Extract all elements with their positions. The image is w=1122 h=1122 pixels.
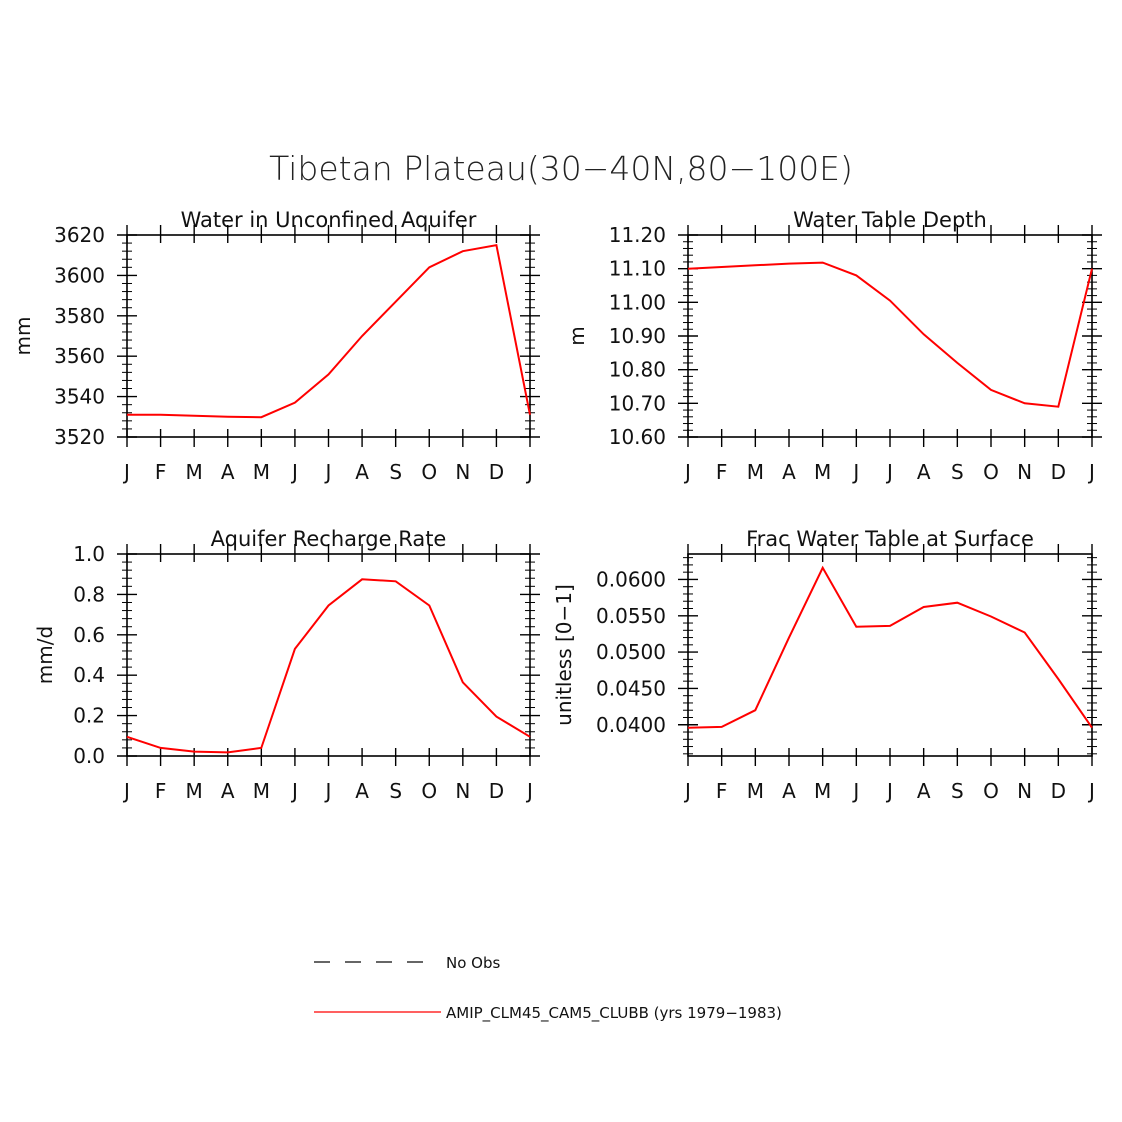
x-tick-label: J [885, 779, 893, 803]
series-line [687, 261, 1093, 408]
x-tick-label: N [455, 460, 470, 484]
y-tick-label: 10.70 [609, 391, 666, 415]
y-tick-label: 0.6 [73, 623, 105, 647]
x-tick-label: A [917, 779, 931, 803]
x-tick-label: M [253, 779, 270, 803]
y-tick-label: 3540 [54, 385, 105, 409]
x-tick-label: J [122, 779, 130, 803]
figure-title: Tibetan Plateau(30−40N,80−100E) [269, 149, 853, 188]
x-tick-label: J [851, 779, 859, 803]
x-tick-label: D [1051, 460, 1066, 484]
x-tick-label: A [221, 460, 235, 484]
y-tick-label: 3600 [54, 263, 105, 287]
legend: No Obs AMIP_CLM45_CAM5_CLUBB (yrs 1979−19… [314, 954, 782, 1023]
x-tick-label: O [983, 779, 999, 803]
x-tick-label: M [747, 460, 764, 484]
y-axis-label: unitless [0−1] [552, 584, 576, 726]
series-line [687, 565, 1093, 729]
x-tick-label: D [489, 779, 504, 803]
y-tick-label: 0.8 [73, 582, 105, 606]
x-tick-label: M [253, 460, 270, 484]
y-tick-label: 0.0 [73, 744, 105, 768]
x-tick-label: O [421, 779, 437, 803]
x-tick-label: N [455, 779, 470, 803]
y-tick-label: 0.4 [73, 663, 105, 687]
x-tick-label: A [355, 460, 369, 484]
x-tick-label: J [1087, 779, 1095, 803]
y-tick-label: 0.0600 [596, 567, 666, 591]
x-tick-label: J [324, 779, 332, 803]
x-tick-label: J [324, 460, 332, 484]
x-tick-label: F [155, 779, 167, 803]
y-tick-label: 10.80 [609, 358, 666, 382]
plot-frame [687, 553, 1093, 757]
x-tick-label: M [747, 779, 764, 803]
x-tick-label: A [917, 460, 931, 484]
y-tick-label: 11.10 [609, 257, 666, 281]
x-tick-label: J [683, 779, 691, 803]
y-tick-label: 3580 [54, 304, 105, 328]
y-tick-label: 10.60 [609, 425, 666, 449]
x-tick-label: M [814, 779, 831, 803]
y-tick-label: 10.90 [609, 324, 666, 348]
x-tick-label: J [851, 460, 859, 484]
x-tick-label: O [421, 460, 437, 484]
x-tick-label: M [186, 460, 203, 484]
x-tick-label: J [290, 779, 298, 803]
x-tick-label: F [155, 460, 167, 484]
y-axis-label: mm [11, 317, 35, 356]
x-tick-label: J [1087, 460, 1095, 484]
x-tick-label: O [983, 460, 999, 484]
x-tick-label: S [951, 779, 964, 803]
x-tick-label: N [1017, 779, 1032, 803]
x-tick-label: A [782, 460, 796, 484]
x-tick-label: S [389, 460, 402, 484]
x-tick-label: A [782, 779, 796, 803]
x-tick-label: J [122, 460, 130, 484]
y-tick-label: 0.0550 [596, 604, 666, 628]
legend-label: No Obs [446, 954, 500, 972]
y-axis-label: mm/d [33, 626, 57, 684]
x-tick-label: M [814, 460, 831, 484]
y-tick-label: 11.00 [609, 290, 666, 314]
x-tick-label: M [186, 779, 203, 803]
x-tick-label: A [355, 779, 369, 803]
x-tick-label: J [525, 460, 533, 484]
x-tick-label: F [716, 460, 728, 484]
x-tick-label: N [1017, 460, 1032, 484]
plot-frame [126, 553, 531, 757]
series-line [127, 243, 531, 419]
plot-frame [126, 234, 531, 438]
y-axis-label: m [565, 326, 589, 345]
x-tick-label: F [716, 779, 728, 803]
y-tick-label: 11.20 [609, 223, 666, 247]
x-tick-label: A [221, 779, 235, 803]
legend-label: AMIP_CLM45_CAM5_CLUBB (yrs 1979−1983) [446, 1004, 782, 1023]
x-tick-label: J [290, 460, 298, 484]
x-tick-label: D [1051, 779, 1066, 803]
x-tick-label: J [683, 460, 691, 484]
y-tick-label: 3560 [54, 344, 105, 368]
y-tick-label: 0.0450 [596, 676, 666, 700]
x-tick-label: J [885, 460, 893, 484]
y-tick-label: 3520 [54, 425, 105, 449]
x-tick-label: J [525, 779, 533, 803]
y-tick-label: 0.0400 [596, 713, 666, 737]
x-tick-label: S [389, 779, 402, 803]
y-tick-label: 0.2 [73, 704, 105, 728]
y-tick-label: 0.0500 [596, 640, 666, 664]
y-tick-label: 3620 [54, 223, 105, 247]
x-tick-label: D [489, 460, 504, 484]
y-tick-label: 1.0 [73, 542, 105, 566]
series-line [126, 578, 531, 754]
x-tick-label: S [951, 460, 964, 484]
